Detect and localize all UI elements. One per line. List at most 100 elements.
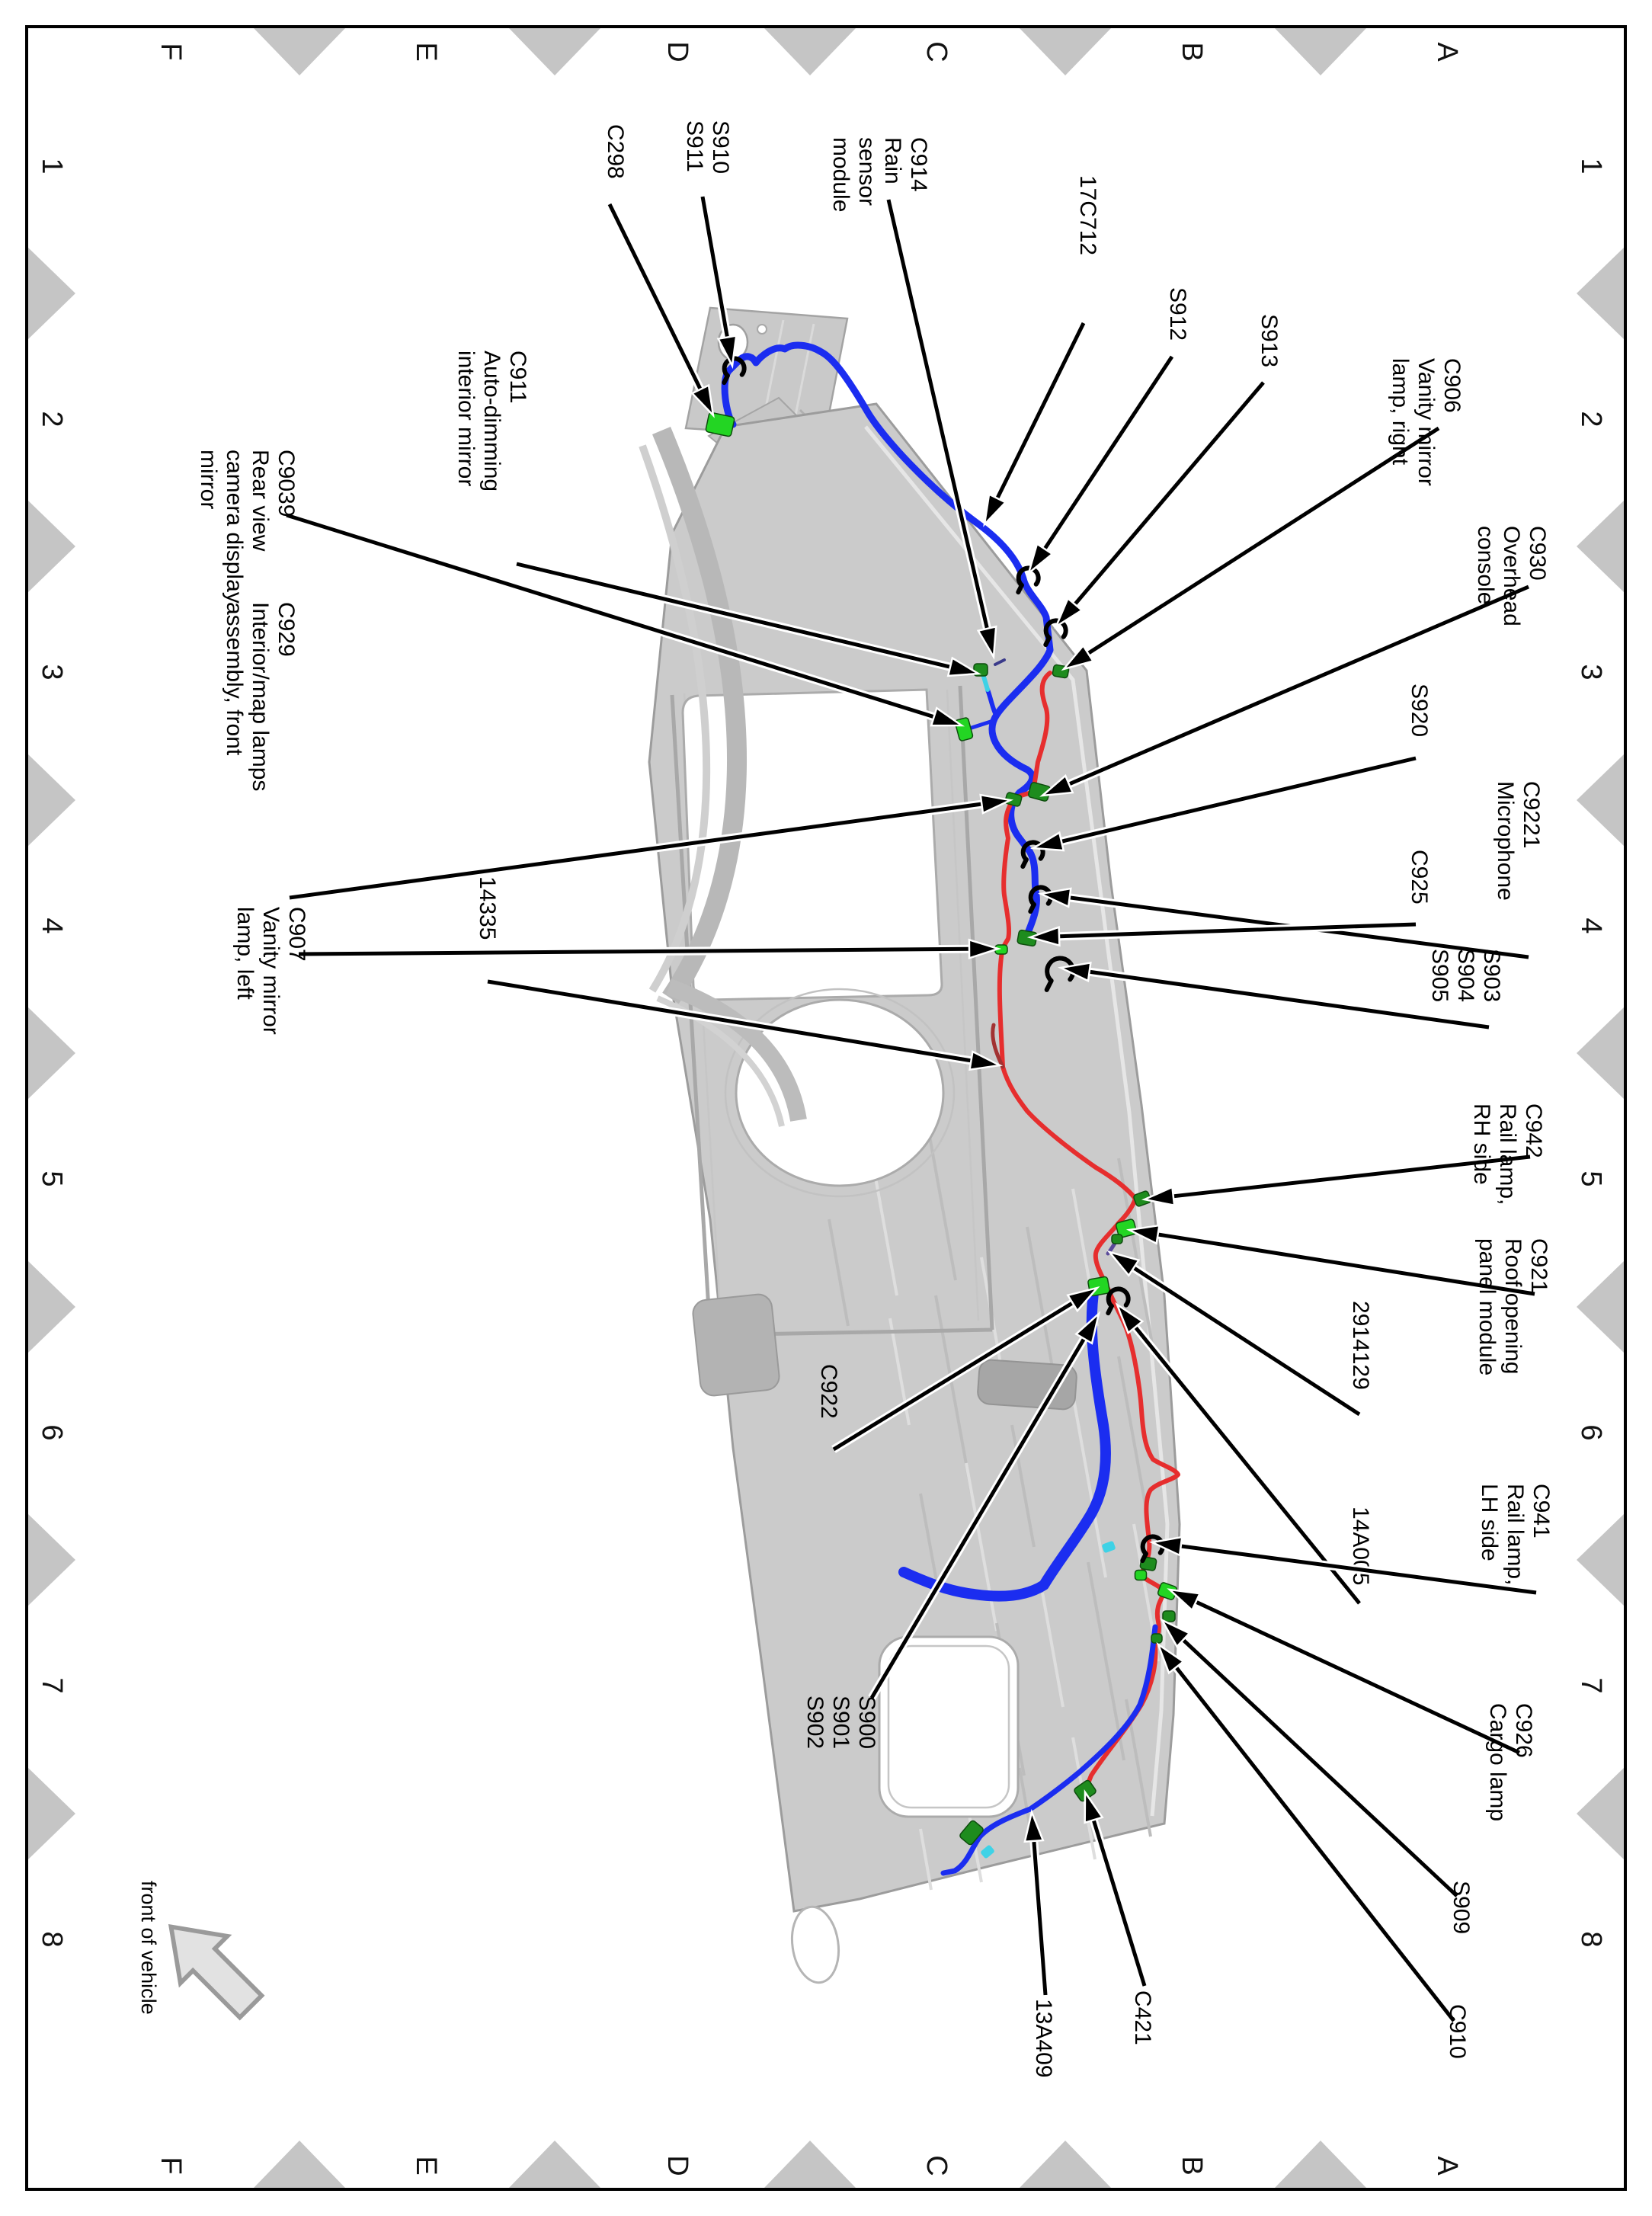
leader-line — [298, 946, 976, 956]
leader-arrowhead — [1026, 925, 1061, 947]
leader-arrowhead — [1084, 1789, 1104, 1824]
grid-number-top-6: 6 — [1575, 1424, 1607, 1440]
callout-label-line: C930 — [1525, 526, 1550, 581]
leader-line — [1039, 355, 1174, 556]
connector-C921 — [1115, 1218, 1138, 1238]
grid-letter-left-A: A — [1431, 42, 1463, 62]
callout-label-line: sensor — [854, 137, 879, 206]
callout-S909: S909 — [1159, 1618, 1474, 1934]
grid-reference-layer: 1 1 2 2 3 3 4 4 5 5 6 6 7 7 8 8 A A B B C C D D E E F F — [28, 28, 1624, 2188]
leader-line — [1151, 1231, 1535, 1296]
grid-number-top-4: 4 — [1575, 917, 1607, 933]
callout-label-line: S904 — [1453, 949, 1478, 1002]
connector-C298 — [705, 411, 735, 437]
callout-label-line: C914 — [906, 137, 931, 192]
leader-arrowhead — [1026, 542, 1055, 576]
grid-letter-right-E: E — [410, 2156, 442, 2175]
leader-line — [1170, 1661, 1455, 2022]
callout-label-line: S920 — [1407, 684, 1432, 737]
callout-label-line: C911 — [505, 351, 530, 404]
grid-tick-triangle — [254, 28, 345, 75]
grid-number-bottom-7: 7 — [36, 1677, 68, 1693]
sunroof-motor — [977, 1359, 1077, 1411]
callout-label-line: S910 — [708, 120, 733, 174]
grid-tick-triangle — [1577, 1768, 1624, 1859]
leader-arrowhead — [1061, 644, 1095, 671]
grid-tick-triangle — [28, 1514, 75, 1606]
callout-label-line: assembly, front — [222, 602, 247, 756]
callout-label-line: S911 — [682, 120, 707, 172]
callout-label-line: Roof opening — [1500, 1238, 1526, 1374]
callout-label-line: Rear view — [248, 450, 273, 552]
grid-letter-right-C: C — [920, 2155, 952, 2176]
grid-number-bottom-6: 6 — [36, 1424, 68, 1440]
callout-label-line: S901 — [828, 1696, 853, 1749]
callout-label-line: Overhead — [1499, 526, 1524, 626]
grid-letter-right-A: A — [1431, 2156, 1463, 2176]
grid-tick-triangle — [28, 1768, 75, 1859]
leader-line — [1083, 969, 1490, 1030]
grid-letter-right-F: F — [155, 2157, 187, 2174]
grid-number-bottom-2: 2 — [36, 411, 68, 427]
callout-S920: S920 — [1029, 684, 1432, 852]
grid-tick-triangle — [509, 28, 600, 75]
grid-letter-left-B: B — [1176, 42, 1208, 61]
callout-label-line: C906 — [1439, 358, 1465, 413]
grid-tick-triangle — [28, 754, 75, 846]
callout-C922: C922 — [816, 1286, 1100, 1453]
leader-arrowhead — [983, 492, 1007, 527]
callout-label-line: S913 — [1257, 314, 1282, 367]
front-of-vehicle-marker: front of vehicle — [137, 1881, 265, 2021]
callout-S912: S912 — [1026, 287, 1190, 576]
rear-small-hole — [790, 1905, 840, 1984]
callout-C298: C298 — [603, 124, 715, 418]
callout-label-line: Rain — [880, 137, 905, 184]
leader-arrowhead — [1074, 1311, 1101, 1345]
grid-tick-triangle — [1577, 501, 1624, 592]
leader-arrowhead — [1156, 1641, 1186, 1675]
grid-letter-right-D: D — [661, 2155, 693, 2176]
leader-line — [993, 322, 1086, 505]
leader-arrowhead — [976, 625, 997, 661]
callout-label-line: C9221 — [1519, 781, 1544, 848]
callout-label-line: 14335 — [475, 876, 500, 940]
front-of-vehicle-label: front of vehicle — [137, 1881, 160, 2015]
leader-line — [1127, 1263, 1361, 1417]
callout-label-line: panel module — [1474, 1238, 1500, 1375]
harness-blue-rear — [898, 1283, 1158, 1876]
callout-label-line: 13A409 — [1031, 1999, 1056, 2077]
leader-arrowhead — [1037, 887, 1072, 908]
grid-number-top-1: 1 — [1575, 158, 1607, 174]
connector-C941b — [1134, 1569, 1148, 1581]
callout-label-line: C921 — [1526, 1238, 1551, 1293]
cyan-pigtail — [981, 674, 990, 692]
grid-tick-triangle — [254, 2141, 345, 2188]
callout-label-line: C926 — [1511, 1703, 1536, 1758]
leader-arrowhead — [690, 383, 715, 418]
callout-label-line: console — [1473, 526, 1498, 604]
leader-arrowhead — [1106, 1250, 1141, 1277]
grid-letter-left-F: F — [155, 43, 187, 60]
b-pillar-bracket — [692, 1293, 780, 1397]
leader-line — [1177, 1634, 1458, 1897]
splice-symbol-S912 — [1016, 565, 1041, 595]
callout-S913: S913 — [1054, 314, 1282, 629]
leader-line — [487, 979, 978, 1064]
grid-tick-triangle — [28, 501, 75, 592]
callout-label-line: 17C712 — [1075, 175, 1100, 255]
leader-line — [869, 1332, 1089, 1699]
callout-label-line: Vanity mirror — [1413, 358, 1439, 486]
rear-opening — [878, 1635, 1020, 1818]
connector-C929 — [1004, 792, 1023, 807]
leader-line — [289, 801, 988, 900]
callout-label-line: LH side — [1477, 1484, 1502, 1561]
